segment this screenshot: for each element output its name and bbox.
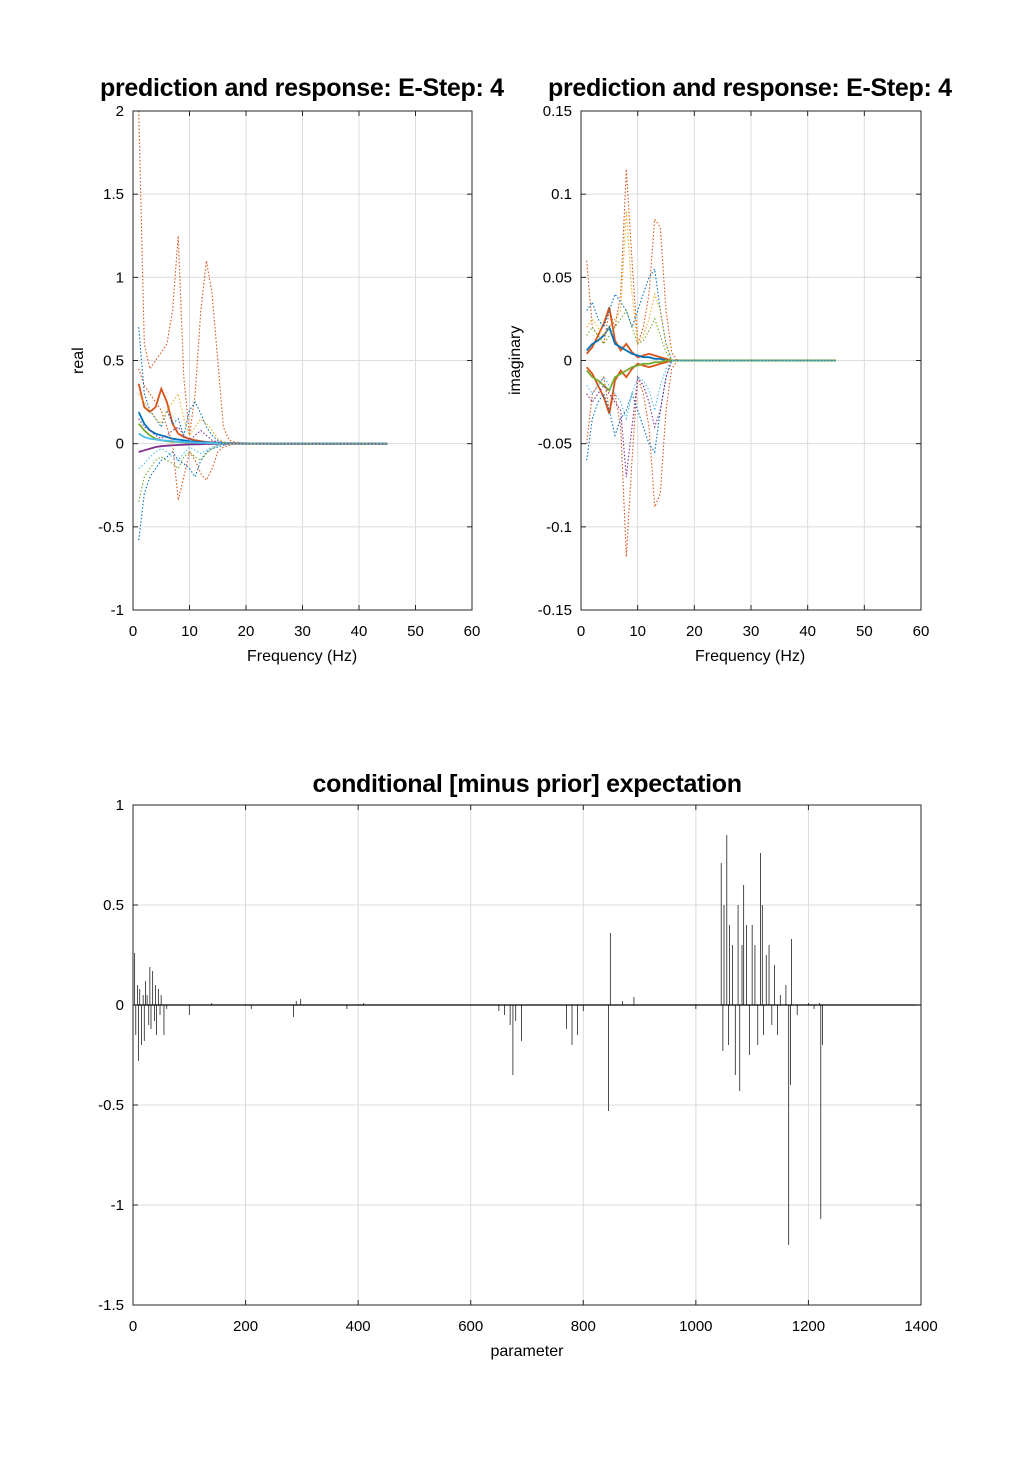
x-tick-label: 30 xyxy=(294,623,311,640)
x-tick-label: 0 xyxy=(129,1318,137,1335)
x-axis-label-expectation: parameter xyxy=(490,1343,564,1360)
x-tick-label: 600 xyxy=(458,1318,483,1335)
y-tick-label: 0.5 xyxy=(103,897,124,914)
plot-imaginary: 0 10 20 30 40 50 60 0.15 0.1 0.05 0 -0.05 -0.1 -0.15 xyxy=(538,103,930,640)
x-tick-label: 20 xyxy=(686,623,703,640)
y-tick-label: 0.1 xyxy=(551,186,572,203)
y-tick-label: 1 xyxy=(116,797,124,814)
y-tick-label: -1.5 xyxy=(98,1297,124,1314)
data-layer xyxy=(137,111,388,541)
x-tick-label: 40 xyxy=(351,623,368,640)
series-line-11 xyxy=(138,443,388,503)
x-tick-label: 1000 xyxy=(679,1318,712,1335)
series-line-12 xyxy=(586,359,836,421)
x-tick-label: 20 xyxy=(238,623,255,640)
x-tick-label: 30 xyxy=(743,623,760,640)
y-tick-label: -0.05 xyxy=(538,436,572,453)
y-tick-label: 0 xyxy=(564,353,572,370)
x-tick-label: 60 xyxy=(464,623,481,640)
chart-title-real: prediction and response: E-Step: 4 xyxy=(100,74,504,102)
plot-area xyxy=(133,805,921,1305)
y-tick-label: -1 xyxy=(111,1197,124,1214)
x-tick-label: 50 xyxy=(407,623,424,640)
x-tick-label: 10 xyxy=(181,623,198,640)
plot-expectation: 0 200 400 600 800 1000 1200 1400 1 0.5 0 -0.5 -1 -1.5 xyxy=(98,797,938,1335)
chart-title-expectation: conditional [minus prior] expectation xyxy=(312,770,743,798)
x-tick-label: 400 xyxy=(346,1318,371,1335)
y-axis-label-real: real xyxy=(70,346,87,374)
y-tick-label: 0 xyxy=(116,997,124,1014)
chart-title-imaginary: prediction and response: E-Step: 4 xyxy=(548,74,952,102)
y-tick-label: 2 xyxy=(116,103,124,120)
y-tick-label: -0.5 xyxy=(98,519,124,536)
y-tick-label: -0.5 xyxy=(98,1097,124,1114)
x-tick-label: 1200 xyxy=(792,1318,825,1335)
x-axis-label-real: Frequency (Hz) xyxy=(247,648,358,665)
y-tick-label: 1.5 xyxy=(103,186,124,203)
y-tick-label: 0 xyxy=(116,436,124,453)
data-layer xyxy=(586,169,836,557)
y-tick-label: 0.05 xyxy=(543,269,572,286)
axes-box xyxy=(132,804,922,1306)
series-line-13 xyxy=(138,443,388,470)
x-tick-label: 10 xyxy=(629,623,646,640)
y-tick-label: 1 xyxy=(116,269,124,286)
y-tick-label: 0.15 xyxy=(543,103,572,120)
x-tick-label: 1400 xyxy=(904,1318,937,1335)
x-tick-label: 40 xyxy=(799,623,816,640)
x-tick-label: 50 xyxy=(856,623,873,640)
x-tick-label: 60 xyxy=(913,623,930,640)
x-axis-label-imaginary: Frequency (Hz) xyxy=(695,648,806,665)
y-tick-label: -0.1 xyxy=(546,519,572,536)
x-tick-label: 0 xyxy=(577,623,585,640)
y-tick-label: 0.5 xyxy=(103,353,124,370)
x-tick-label: 800 xyxy=(571,1318,596,1335)
plot-real: 0 10 20 30 40 50 60 2 1.5 1 0.5 0 -0.5 -1 xyxy=(98,103,480,640)
x-tick-label: 200 xyxy=(233,1318,258,1335)
x-tick-label: 0 xyxy=(129,623,137,640)
y-axis-label-imaginary: imaginary xyxy=(507,325,524,395)
series-line-7 xyxy=(138,368,388,501)
y-tick-label: -0.15 xyxy=(538,602,572,619)
y-tick-label: -1 xyxy=(111,602,124,619)
data-layer xyxy=(133,835,921,1245)
